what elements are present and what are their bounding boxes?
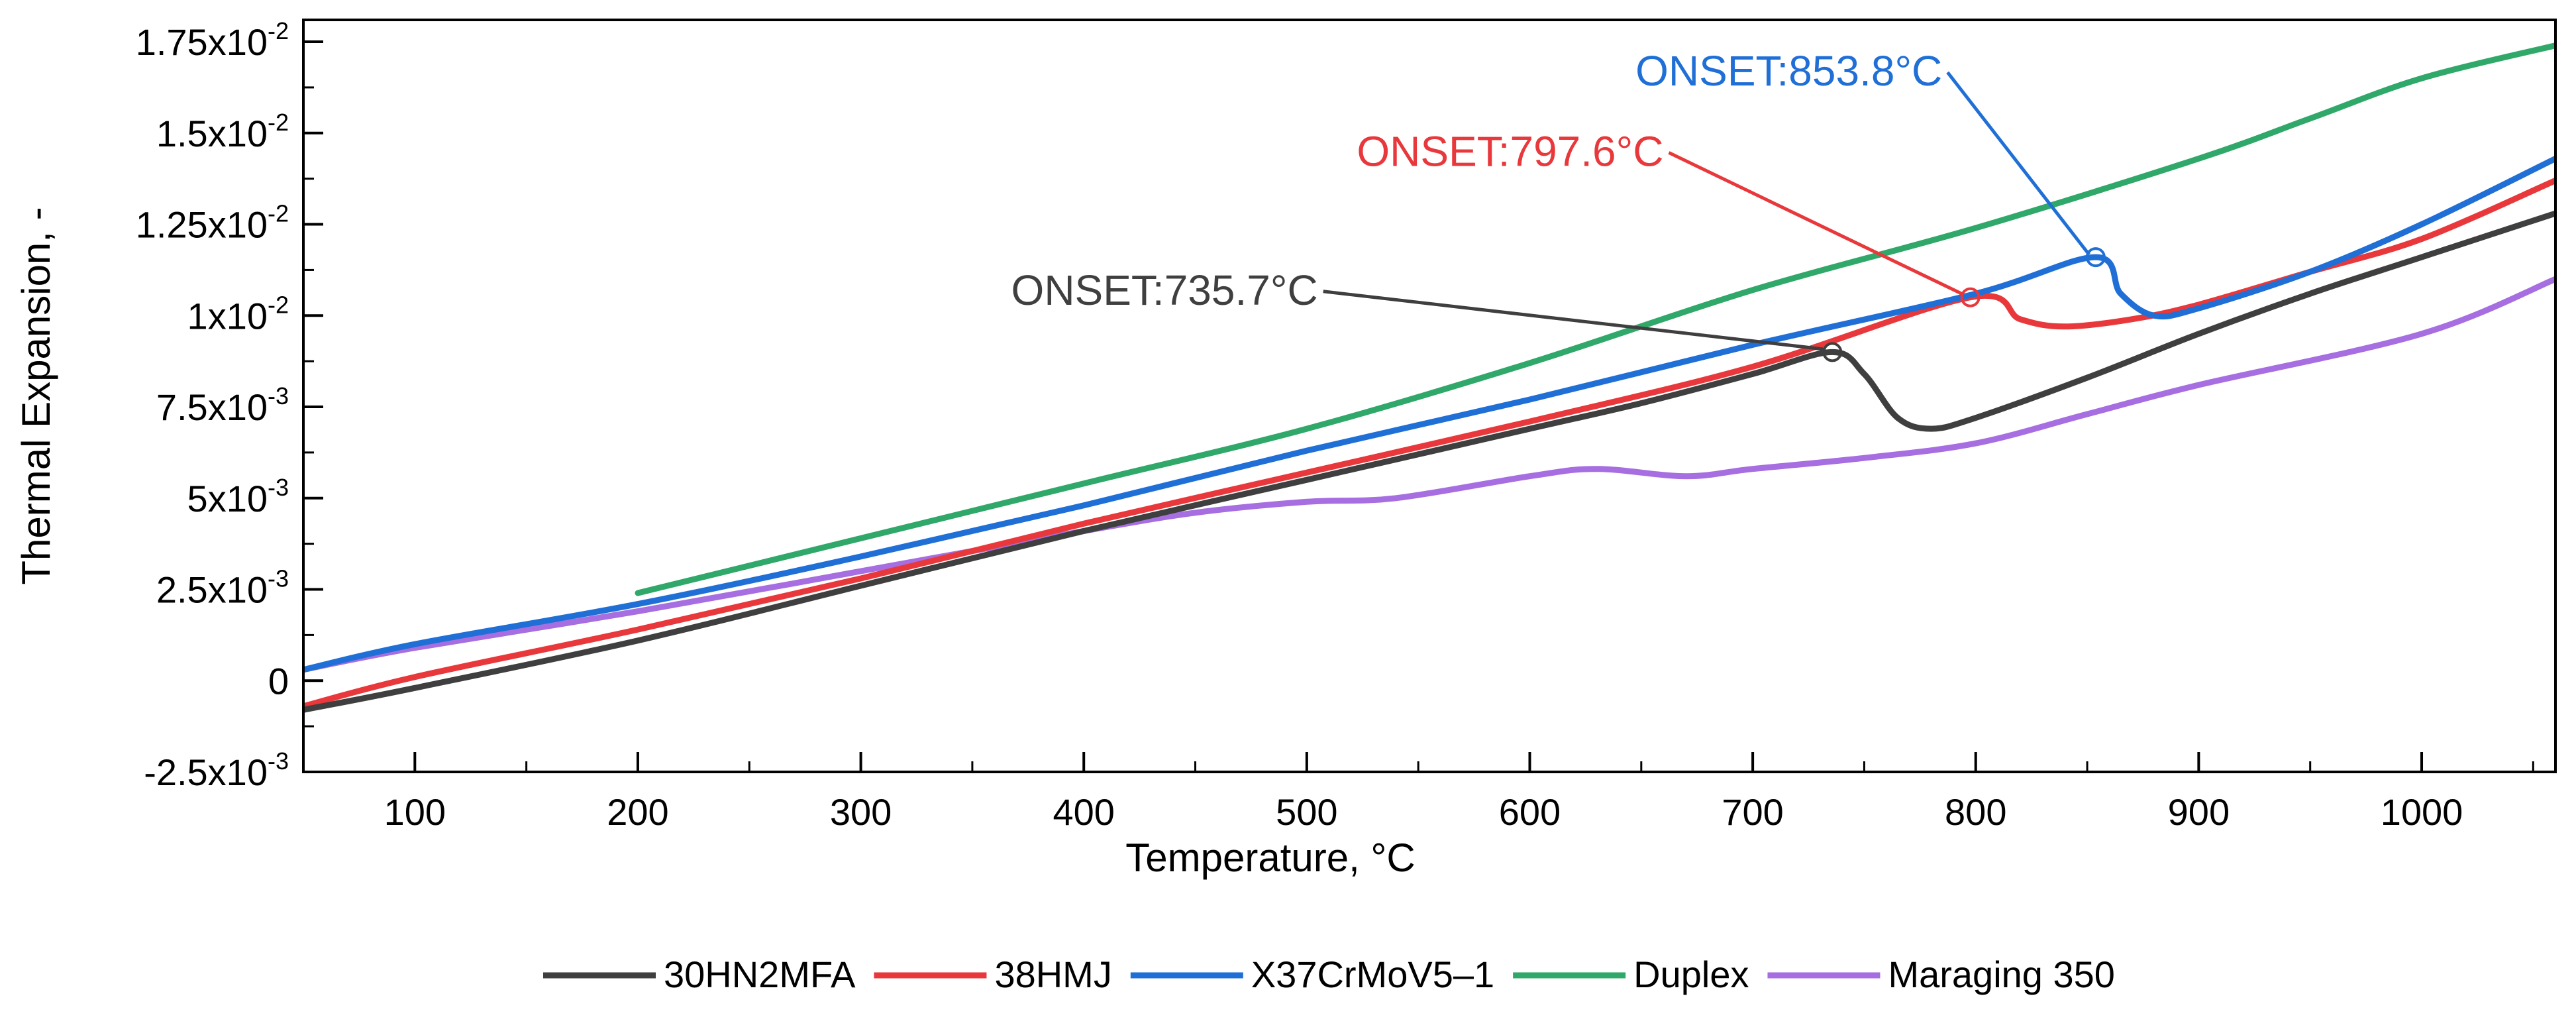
legend-label-duplex: Duplex bbox=[1633, 953, 1749, 995]
y-tick-label: -2.5x10-3 bbox=[144, 747, 289, 793]
series-line-duplex bbox=[635, 42, 2555, 596]
x-tick-label: 800 bbox=[1945, 791, 2006, 833]
x-tick-label: 600 bbox=[1499, 791, 1561, 833]
y-tick-label: 1.75x10-2 bbox=[136, 17, 289, 63]
series-line-38hmj bbox=[303, 177, 2555, 710]
x-axis-title: Temperature, °C bbox=[1125, 836, 1416, 880]
x-tick-label: 100 bbox=[384, 791, 446, 833]
legend-label-30hn2mfa: 30HN2MFA bbox=[664, 953, 856, 995]
x-tick-label: 700 bbox=[1722, 791, 1783, 833]
y-tick-label: 1x10-2 bbox=[187, 291, 289, 337]
y-tick-label: 2.5x10-3 bbox=[156, 565, 289, 611]
onset-marker-2 bbox=[1960, 287, 1981, 307]
series-line-x37crmov5-1 bbox=[303, 155, 2555, 673]
onset-marker-3 bbox=[2085, 247, 2106, 268]
x-tick-label: 900 bbox=[2168, 791, 2230, 833]
legend-label-maraging-350: Maraging 350 bbox=[1888, 953, 2114, 995]
x-tick-label: 500 bbox=[1276, 791, 1337, 833]
series-line-maraging-350 bbox=[303, 276, 2555, 673]
onset-leader-line-2 bbox=[1668, 151, 1965, 296]
y-tick-label: 0 bbox=[268, 660, 289, 702]
x-tick-label: 1000 bbox=[2381, 791, 2463, 833]
legend-label-38hmj: 38HMJ bbox=[994, 953, 1111, 995]
series-line-30hn2mfa bbox=[303, 210, 2555, 713]
plot-frame bbox=[302, 19, 2557, 773]
y-tick-label: 1.25x10-2 bbox=[136, 200, 289, 246]
x-tick-label: 300 bbox=[830, 791, 892, 833]
legend: 30HN2MFA 38HMJ X37CrMoV5–1 Duplex Maraging 3… bbox=[543, 953, 2115, 995]
x-tick-label: 200 bbox=[607, 791, 668, 833]
onset-marker-1 bbox=[1822, 342, 1843, 362]
y-tick-label: 5x10-3 bbox=[187, 474, 289, 519]
onset-label-3: ONSET:853.8°C bbox=[1635, 47, 1942, 95]
onset-leader-line-1 bbox=[1323, 290, 1826, 351]
axes: 100 200 300 400 500 600 700 800 900 1000 -2.5x10-3… bbox=[136, 17, 2557, 833]
series-lines bbox=[303, 42, 2555, 713]
plot-area bbox=[303, 42, 2555, 713]
x-tick-label: 400 bbox=[1053, 791, 1114, 833]
y-tick-label: 7.5x10-3 bbox=[156, 382, 289, 428]
legend-label-x37crmov5-1: X37CrMoV5–1 bbox=[1251, 953, 1494, 995]
annotations: ONSET:735.7°C ONSET:797.6°C ONSET:853.8°C bbox=[1011, 47, 2106, 362]
y-axis-title: Thermal Expansion, - bbox=[14, 207, 58, 584]
onset-leader-line-3 bbox=[1946, 71, 2090, 256]
onset-label-1: ONSET:735.7°C bbox=[1011, 266, 1318, 314]
y-tick-label: 1.5x10-2 bbox=[156, 109, 289, 154]
onset-label-2: ONSET:797.6°C bbox=[1357, 127, 1663, 175]
